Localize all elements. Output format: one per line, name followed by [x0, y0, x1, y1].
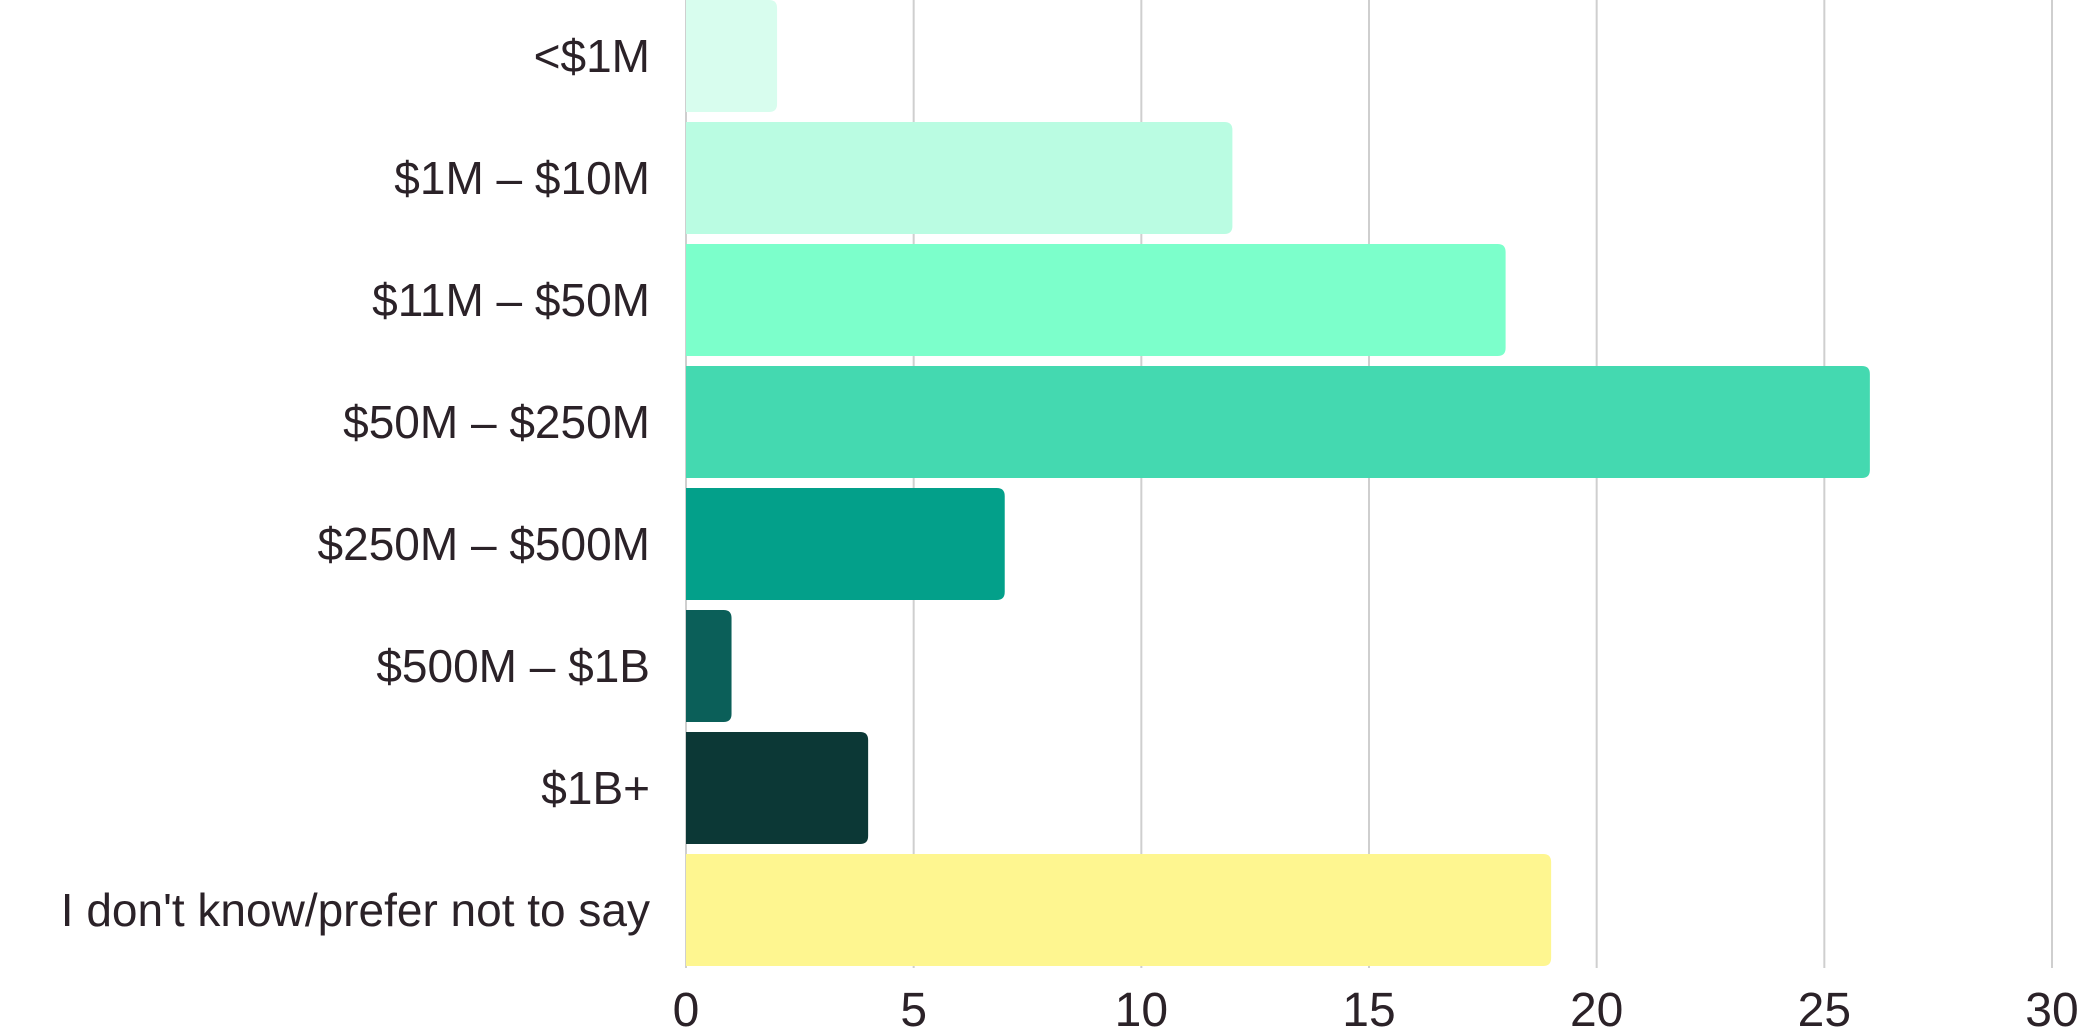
x-tick-label: 0: [673, 984, 700, 1032]
bar: [686, 488, 1005, 600]
x-tick-label: 15: [1342, 984, 1395, 1032]
category-label: $1M – $10M: [394, 152, 650, 204]
category-label: $250M – $500M: [318, 518, 650, 570]
category-label: <$1M: [534, 30, 650, 82]
category-label: $500M – $1B: [376, 640, 650, 692]
bar: [686, 244, 1506, 356]
category-label: $50M – $250M: [343, 396, 650, 448]
category-label: $11M – $50M: [372, 274, 650, 326]
x-tick-label: 25: [1798, 984, 1851, 1032]
category-label: I don't know/prefer not to say: [61, 884, 650, 936]
bar-layer: [686, 0, 1870, 966]
bar: [686, 122, 1233, 234]
bar: [686, 854, 1552, 966]
x-axis-ticks: 0 5 10 15 20 25 30: [673, 984, 2079, 1032]
x-tick-label: 20: [1570, 984, 1623, 1032]
x-tick-label: 10: [1115, 984, 1168, 1032]
category-label: $1B+: [541, 762, 650, 814]
bar: [686, 366, 1870, 478]
bar: [686, 610, 732, 722]
x-tick-label: 5: [900, 984, 927, 1032]
x-tick-label: 30: [2025, 984, 2078, 1032]
bar: [686, 732, 869, 844]
bar: [686, 0, 778, 112]
category-labels: <$1M $1M – $10M $11M – $50M $50M – $250M $25…: [61, 30, 650, 936]
